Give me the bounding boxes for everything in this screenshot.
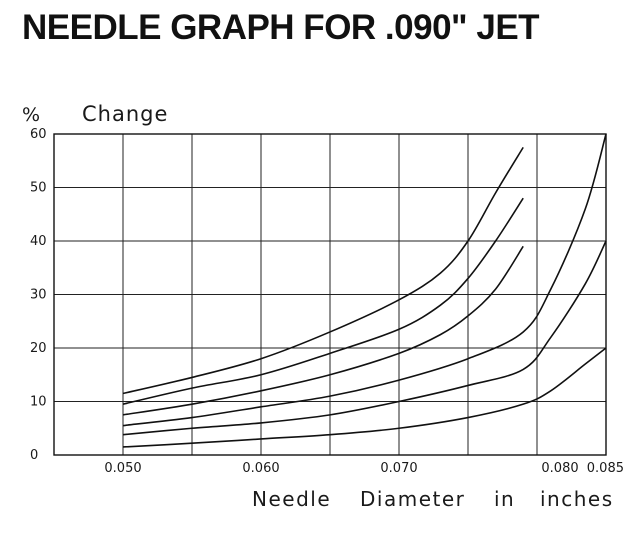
chart-title: NEEDLE GRAPH FOR .090" JET [22,8,540,47]
y-tick-label: 0 [30,448,38,463]
y-axis-percent-symbol: % [22,104,40,126]
y-axis-label: Change [82,102,168,126]
y-tick-label: 50 [30,181,47,196]
series-line-5 [122,240,607,436]
y-tick-label: 40 [30,234,47,249]
y-tick-label: 20 [30,341,47,356]
series-line-1 [122,146,524,395]
x-axis-label-diameter: Diameter [360,487,465,511]
x-tick-label: 0.060 [242,461,279,476]
series-line-4 [122,133,607,427]
x-axis-label-inches: inches [540,487,614,511]
series-line-3 [122,245,524,416]
x-tick-label: 0.070 [380,461,417,476]
x-tick-label: 0.050 [104,461,141,476]
y-tick-label: 10 [30,395,47,410]
series-line-2 [122,197,524,405]
series-line-6 [122,347,607,448]
plot-frame [53,133,607,456]
x-tick-label: 0.080 [541,461,578,476]
y-tick-label: 60 [30,127,47,142]
x-axis-label-in: in [494,487,515,511]
x-tick-label: 0.085 [587,461,624,476]
y-tick-label: 30 [30,288,47,303]
x-axis-label-needle: Needle [252,487,331,511]
